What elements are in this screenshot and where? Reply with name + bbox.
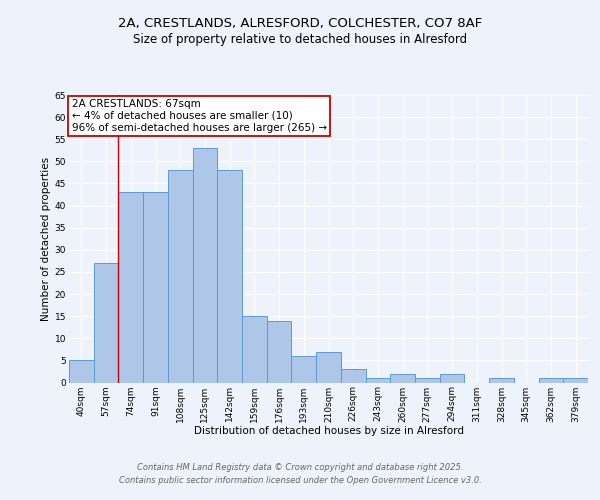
Bar [415,378,440,382]
Bar [267,320,292,382]
Bar [341,369,365,382]
Bar [69,360,94,382]
Bar [539,378,563,382]
Text: 2A CRESTLANDS: 67sqm
← 4% of detached houses are smaller (10)
96% of semi-detach: 2A CRESTLANDS: 67sqm ← 4% of detached ho… [71,100,327,132]
Bar [193,148,217,382]
Bar [365,378,390,382]
Bar [242,316,267,382]
Text: Contains HM Land Registry data © Crown copyright and database right 2025.: Contains HM Land Registry data © Crown c… [137,462,463,471]
Bar [168,170,193,382]
Text: Size of property relative to detached houses in Alresford: Size of property relative to detached ho… [133,32,467,46]
Bar [390,374,415,382]
Bar [217,170,242,382]
Bar [143,192,168,382]
Bar [292,356,316,382]
Bar [563,378,588,382]
Bar [94,263,118,382]
Text: Contains public sector information licensed under the Open Government Licence v3: Contains public sector information licen… [119,476,481,485]
Bar [440,374,464,382]
Text: 2A, CRESTLANDS, ALRESFORD, COLCHESTER, CO7 8AF: 2A, CRESTLANDS, ALRESFORD, COLCHESTER, C… [118,18,482,30]
Bar [316,352,341,382]
Bar [489,378,514,382]
X-axis label: Distribution of detached houses by size in Alresford: Distribution of detached houses by size … [193,426,464,436]
Y-axis label: Number of detached properties: Number of detached properties [41,156,50,321]
Bar [118,192,143,382]
